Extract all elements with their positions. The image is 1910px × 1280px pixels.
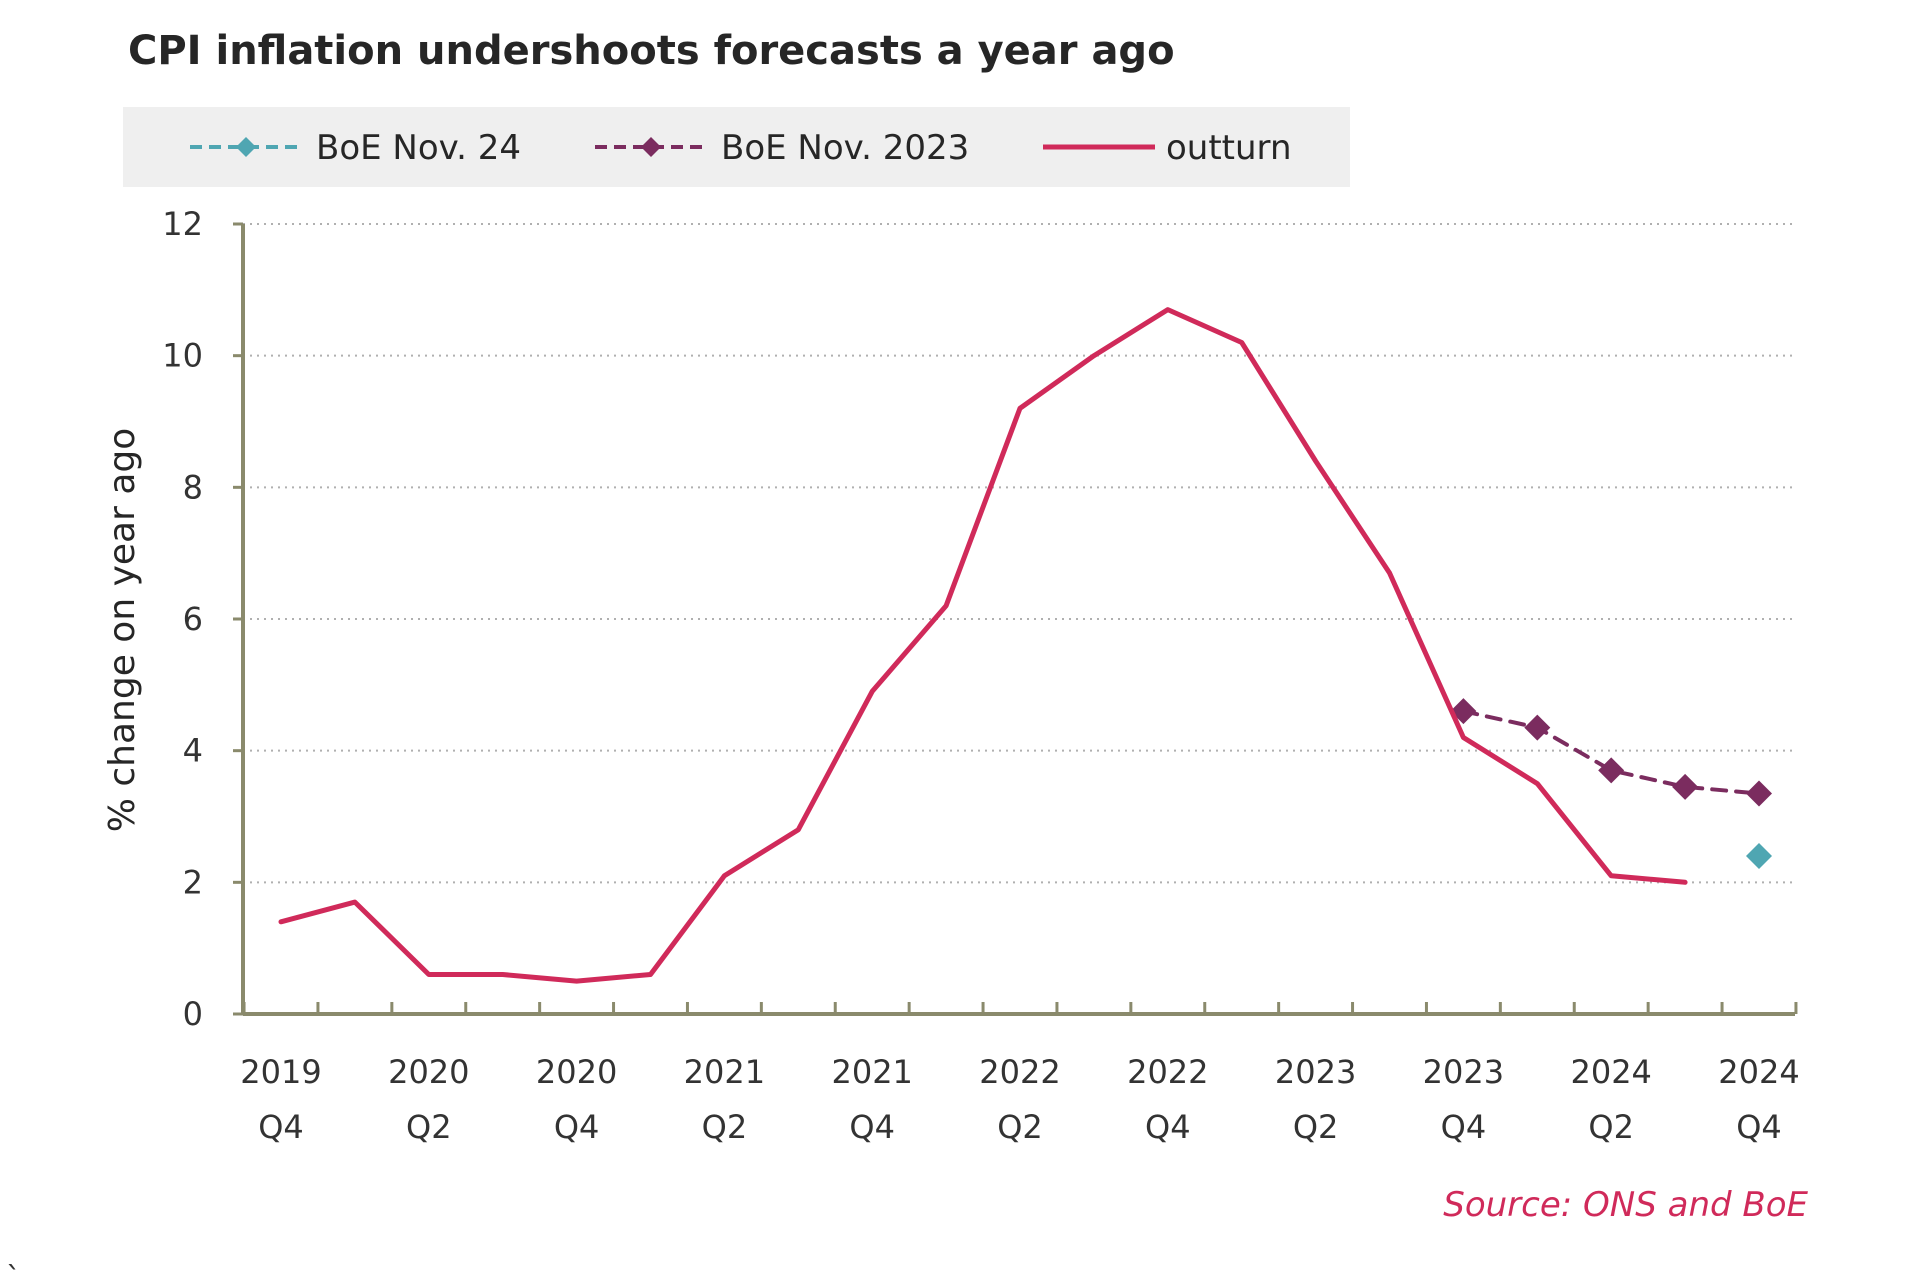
- x-tick-label-quarter: Q2: [997, 1108, 1043, 1146]
- x-tick-label-quarter: Q4: [1736, 1108, 1782, 1146]
- series-boe-nov-24: [1746, 843, 1772, 869]
- series-outturn: [278, 307, 1688, 984]
- x-tick-label-year: 2024: [1718, 1053, 1799, 1091]
- source-note: Source: ONS and BoE: [1443, 1185, 1808, 1225]
- legend-label: BoE Nov. 2023: [721, 128, 969, 168]
- y-tick-label: 4: [183, 732, 203, 770]
- x-tick-label-quarter: Q4: [258, 1108, 304, 1146]
- x-tick-label-year: 2020: [536, 1053, 617, 1091]
- x-tick-label-year: 2020: [388, 1053, 469, 1091]
- y-axis-title: % change on year ago: [102, 428, 143, 833]
- x-tick-label-year: 2021: [831, 1053, 912, 1091]
- x-tick-label-quarter: Q2: [702, 1108, 748, 1146]
- x-tick-label-quarter: Q2: [1293, 1108, 1339, 1146]
- x-tick-label-year: 2024: [1570, 1053, 1651, 1091]
- data-point: [1746, 780, 1772, 807]
- y-tick-label: 0: [183, 995, 203, 1033]
- y-tick-label: 12: [162, 205, 203, 243]
- x-tick-label-year: 2023: [1275, 1053, 1356, 1091]
- gridlines: [243, 223, 1795, 884]
- y-tick-label: 2: [183, 863, 203, 901]
- series-boe-nov-2023: [1450, 698, 1772, 807]
- legend: BoE Nov. 24 BoE Nov. 2023 outturn: [123, 107, 1350, 187]
- legend-swatch-marker: [236, 137, 256, 157]
- axes: 0 2 4 6 8 10 12 2019 Q4 2020 Q2 2020 Q4 2021 Q2 2021 Q4 2…: [162, 205, 1799, 1146]
- x-tick-label-year: 2022: [1127, 1053, 1208, 1091]
- data-point: [1598, 757, 1625, 784]
- legend-label: outturn: [1166, 128, 1292, 168]
- legend-entry: BoE Nov. 24: [190, 128, 521, 168]
- x-tick-label-quarter: Q4: [554, 1108, 600, 1146]
- data-point: [1524, 714, 1551, 741]
- x-tick-label-year: 2022: [979, 1053, 1060, 1091]
- legend-entry: outturn: [1043, 128, 1292, 168]
- x-tick-label-quarter: Q2: [406, 1108, 452, 1146]
- legend-label: BoE Nov. 24: [316, 128, 521, 168]
- chart-title: CPI inflation undershoots forecasts a ye…: [128, 28, 1175, 74]
- legend-swatch-marker: [641, 137, 661, 157]
- y-tick-label: 6: [183, 600, 203, 638]
- series-line: [1461, 709, 1761, 796]
- legend-entry: BoE Nov. 2023: [595, 128, 969, 168]
- x-tick-label-year: 2023: [1423, 1053, 1504, 1091]
- x-tick-label-quarter: Q4: [1145, 1108, 1191, 1146]
- y-tick-label: 10: [162, 337, 203, 375]
- y-tick-label: 8: [183, 468, 203, 506]
- x-tick-label-quarter: Q2: [1588, 1108, 1634, 1146]
- x-tick-label-year: 2019: [240, 1053, 321, 1091]
- series: [278, 307, 1772, 984]
- x-tick-label-quarter: Q4: [1441, 1108, 1487, 1146]
- stray-mark: `: [6, 1261, 21, 1280]
- data-point: [1746, 843, 1772, 869]
- x-tick-label-year: 2021: [684, 1053, 765, 1091]
- x-tick-label-quarter: Q4: [849, 1108, 895, 1146]
- data-point: [1672, 773, 1699, 800]
- series-line: [278, 307, 1688, 984]
